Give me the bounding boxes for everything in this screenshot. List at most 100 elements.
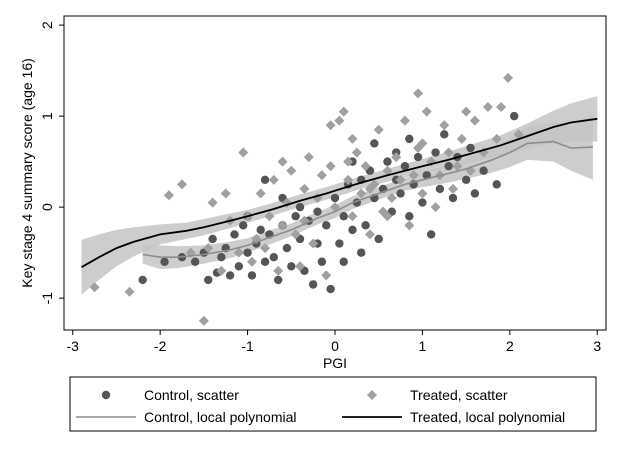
treated-point: [364, 229, 375, 240]
control-point: [326, 284, 335, 294]
legend-diamond-marker: [367, 390, 377, 400]
control-point: [396, 189, 405, 198]
treated-point: [220, 188, 231, 199]
x-tick-label: -3: [67, 338, 80, 354]
treated-point: [395, 174, 406, 185]
y-tick-label: -1: [39, 292, 55, 305]
treated-point: [255, 188, 266, 199]
control-point: [190, 257, 200, 266]
treated-point: [452, 161, 463, 172]
treated-point: [338, 106, 349, 117]
control-point: [431, 148, 440, 157]
control-point: [317, 257, 327, 266]
control-point: [291, 212, 300, 221]
control-point: [204, 275, 213, 285]
treated-point: [347, 133, 358, 144]
control-point: [383, 157, 392, 166]
treated-point: [260, 243, 271, 254]
y-tick-label: 2: [39, 21, 55, 29]
treated-point: [89, 282, 100, 293]
treated-point: [439, 120, 450, 131]
control-point: [470, 189, 480, 198]
treated-point: [316, 170, 327, 181]
control-point: [405, 134, 414, 144]
control-fit-line: [142, 140, 593, 258]
treated-point: [185, 247, 196, 258]
control-point: [260, 257, 270, 266]
x-tick-label: 0: [331, 338, 339, 354]
treated-point: [277, 220, 288, 231]
treated-point: [295, 261, 306, 272]
control-point: [225, 271, 235, 280]
control-point: [208, 234, 217, 244]
fit-lines: [81, 117, 598, 268]
x-tick-label: 1: [419, 338, 427, 354]
x-axis-title: PGI: [323, 355, 347, 371]
control-point: [448, 193, 458, 203]
control-point: [374, 234, 383, 244]
treated-point: [408, 170, 419, 181]
treated-point: [461, 106, 472, 117]
x-tick-label: -2: [154, 338, 167, 354]
treated-point: [264, 211, 275, 222]
control-point: [160, 257, 169, 266]
treated-point: [373, 124, 384, 135]
treated-point: [273, 265, 284, 276]
legend-label: Control, local polynomial: [144, 409, 297, 425]
control-point: [479, 166, 488, 175]
control-point: [234, 262, 244, 271]
control-point: [435, 184, 445, 194]
treated-point: [277, 156, 288, 167]
treated-point: [325, 161, 336, 172]
control-point: [510, 111, 519, 121]
control-point: [422, 171, 431, 180]
treated-point: [382, 165, 393, 176]
treated-point: [343, 174, 354, 185]
control-point: [418, 198, 427, 207]
legend-label: Treated, local polynomial: [410, 409, 565, 425]
treated-point: [163, 190, 174, 201]
legend: Control, scatter Treated, scatter Control,…: [69, 376, 597, 432]
legend-label: Control, scatter: [144, 387, 239, 403]
control-point: [348, 225, 357, 235]
legend-item-control-scatter: Control, scatter: [101, 387, 239, 403]
treated-point: [351, 147, 362, 158]
treated-point: [238, 147, 249, 158]
treated-point: [334, 115, 345, 126]
treated-point: [198, 315, 209, 326]
y-tick-label: 0: [39, 203, 55, 211]
treated-point: [207, 197, 218, 208]
treated-point: [268, 174, 279, 185]
x-tick-label: -1: [241, 338, 254, 354]
treated-point: [347, 211, 358, 222]
control-point: [466, 143, 475, 153]
legend-item-control-line: Control, local polynomial: [76, 409, 297, 425]
treated-point: [233, 247, 244, 258]
treated-point: [391, 152, 402, 163]
control-point: [370, 139, 379, 148]
treated-point: [177, 179, 188, 190]
treated-fit-line: [81, 117, 598, 268]
treated-point: [386, 193, 397, 204]
control-point: [313, 207, 322, 216]
y-tick-label: 1: [39, 112, 55, 120]
control-point: [361, 221, 370, 230]
treated-point: [321, 270, 332, 281]
treated-point: [325, 120, 336, 131]
treated-point: [491, 133, 502, 144]
control-point: [357, 248, 366, 257]
treated-point: [360, 161, 371, 172]
control-point: [400, 161, 410, 171]
treated-point: [399, 115, 410, 126]
scatter-points: [89, 72, 524, 326]
treated-point: [216, 265, 227, 276]
treated-point: [303, 152, 314, 163]
legend-label: Treated, scatter: [410, 387, 508, 403]
x-tick-label: 3: [593, 338, 601, 354]
treated-point: [469, 115, 480, 126]
treated-point: [203, 243, 214, 254]
legend-circle-marker: [101, 390, 111, 400]
treated-point: [456, 133, 467, 144]
y-axis-title: Key stage 4 summary score (age 16): [19, 58, 35, 288]
